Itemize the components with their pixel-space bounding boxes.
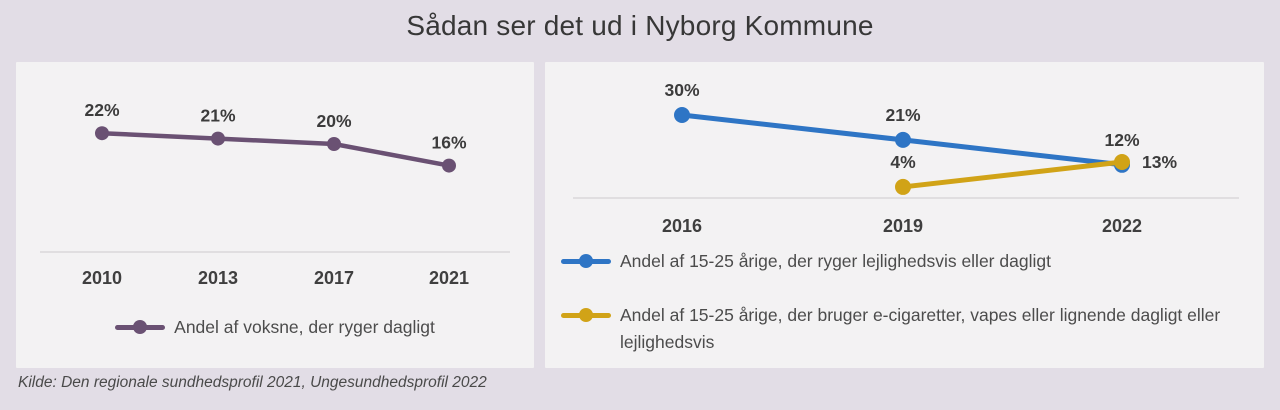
data-label: 20%: [316, 111, 351, 131]
data-point: [674, 106, 690, 123]
adult-smoking-chart-panel: 2010 2013 2017 2021 22% 21% 20% 16% Andel af vo…: [16, 62, 534, 368]
youth-smoking-chart-panel: 2016 2019 2022 30% 21% 12% 4% 13% Andel af 15-2…: [545, 62, 1264, 368]
source-citation: Kilde: Den regionale sundhedsprofil 2021…: [18, 374, 487, 391]
data-point: [95, 126, 109, 141]
adult-smoking-legend: Andel af voksne, der ryger dagligt: [16, 314, 534, 340]
x-axis-tick: 2013: [198, 268, 238, 288]
data-label: 12%: [1104, 130, 1139, 150]
page-title: Sådan ser det ud i Nyborg Kommune: [406, 10, 874, 41]
data-label: 21%: [200, 106, 235, 126]
x-axis-tick: 2022: [1102, 216, 1142, 236]
gold-line-marker-icon: [561, 302, 611, 328]
data-point: [895, 131, 911, 148]
adult-smoking-plot-area: 2010 2013 2017 2021 22% 21% 20% 16%: [40, 100, 510, 288]
data-label: 21%: [885, 105, 920, 125]
youth-ecig-legend-item: Andel af 15-25 årige, der bruger e-cigar…: [561, 302, 1264, 356]
data-point: [442, 158, 456, 173]
legend-label-youth-ecig: Andel af 15-25 årige, der bruger e-cigar…: [620, 305, 1221, 352]
data-point: [1114, 154, 1130, 171]
youth-smoking-legend-item: Andel af 15-25 årige, der ryger lejlighe…: [561, 248, 1051, 274]
data-label: 13%: [1142, 152, 1177, 172]
legend-label-youth-smoking: Andel af 15-25 årige, der ryger lejlighe…: [620, 251, 1051, 271]
youth-smoking-plot-area: 2016 2019 2022 30% 21% 12% 4% 13%: [573, 80, 1239, 236]
legend-label-adults: Andel af voksne, der ryger dagligt: [174, 317, 435, 337]
x-axis-tick: 2016: [662, 216, 702, 236]
line-series-0: [99, 130, 452, 168]
line-series-1: [900, 159, 1125, 190]
data-label: 30%: [664, 80, 699, 100]
x-axis-tick: 2019: [883, 216, 923, 236]
purple-line-marker-icon: [115, 314, 166, 340]
data-label: 16%: [431, 133, 466, 153]
data-label: 22%: [84, 100, 119, 120]
blue-line-marker-icon: [561, 248, 611, 274]
x-axis-tick: 2010: [82, 268, 122, 288]
data-point: [895, 178, 911, 195]
data-point: [327, 137, 341, 151]
x-axis-tick: 2021: [429, 268, 469, 288]
data-point: [211, 131, 225, 146]
x-axis-tick: 2017: [314, 268, 354, 288]
data-label: 4%: [890, 152, 916, 172]
